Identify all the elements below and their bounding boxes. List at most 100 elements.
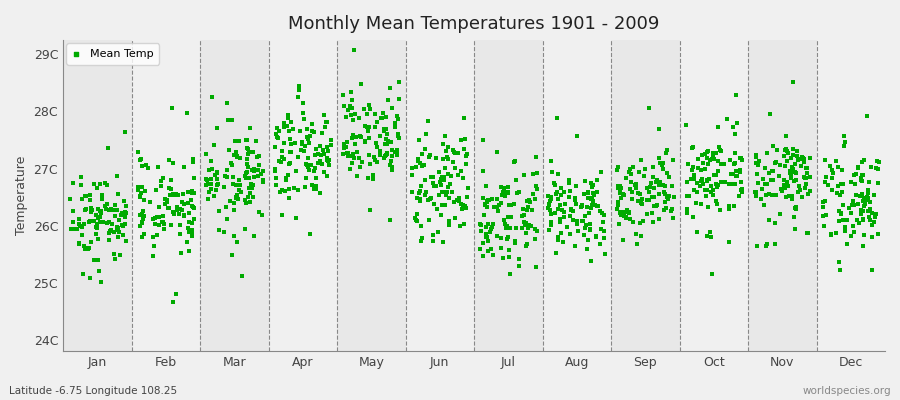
Point [871, 159, 886, 166]
Point [728, 130, 742, 137]
Point [622, 210, 636, 216]
Point [104, 221, 119, 227]
Point [277, 188, 292, 194]
Point [823, 163, 837, 169]
Point [857, 195, 871, 202]
Point [580, 195, 595, 201]
Point [654, 162, 669, 168]
Point [701, 176, 716, 182]
Point [436, 141, 450, 147]
Point [824, 232, 839, 238]
Point [570, 132, 584, 139]
Point [855, 178, 869, 184]
Point [729, 173, 743, 179]
Point [448, 150, 463, 156]
Point [299, 174, 313, 181]
Point [855, 159, 869, 165]
Point [526, 207, 540, 213]
Point [437, 164, 452, 171]
Point [166, 192, 180, 199]
Point [680, 179, 694, 185]
Point [238, 173, 252, 179]
Point [856, 172, 870, 178]
Point [84, 205, 98, 212]
Point [392, 135, 407, 141]
Point [694, 167, 708, 173]
Point [151, 214, 166, 220]
Point [593, 240, 608, 247]
Point [686, 164, 700, 171]
Point [98, 180, 112, 186]
Point [137, 231, 151, 237]
Point [750, 170, 764, 177]
Point [528, 264, 543, 270]
Point [74, 182, 88, 188]
Point [611, 185, 625, 192]
Point [210, 176, 224, 182]
Point [629, 185, 643, 191]
Point [228, 138, 242, 144]
Point [714, 178, 728, 185]
Point [212, 181, 226, 187]
Point [658, 199, 672, 206]
Point [187, 174, 202, 181]
Point [573, 204, 588, 210]
Point [610, 199, 625, 205]
Point [181, 224, 195, 231]
Point [705, 156, 719, 162]
Point [500, 189, 515, 196]
Point [354, 81, 368, 87]
Point [633, 220, 647, 226]
Point [693, 201, 707, 207]
Point [390, 113, 404, 120]
Point [422, 154, 436, 160]
Point [562, 176, 577, 183]
Point [497, 185, 511, 191]
Point [161, 157, 176, 164]
Point [180, 110, 194, 116]
Point [363, 106, 377, 112]
Point [554, 202, 568, 208]
Point [227, 152, 241, 158]
Point [415, 163, 429, 170]
Point [252, 162, 266, 168]
Point [241, 193, 256, 200]
Point [785, 193, 799, 199]
Point [477, 212, 491, 218]
Point [358, 123, 373, 130]
Point [181, 200, 195, 206]
Point [92, 268, 106, 274]
Point [628, 231, 643, 237]
Point [706, 149, 720, 156]
Point [649, 179, 663, 185]
Point [320, 148, 335, 154]
Point [339, 114, 354, 120]
Point [714, 161, 728, 167]
Point [518, 222, 532, 228]
Point [617, 213, 632, 219]
Point [837, 143, 851, 149]
Point [240, 146, 255, 153]
Point [523, 199, 537, 205]
Point [76, 224, 90, 230]
Point [458, 203, 473, 209]
Point [230, 239, 244, 245]
Point [88, 224, 103, 230]
Point [367, 157, 382, 164]
Point [554, 185, 568, 191]
Point [598, 235, 612, 242]
Point [867, 218, 881, 225]
Point [788, 226, 803, 232]
Point [580, 190, 595, 196]
Point [660, 194, 674, 200]
Point [842, 204, 856, 211]
Point [568, 194, 582, 201]
Point [791, 157, 806, 163]
Point [706, 156, 721, 162]
Point [292, 83, 306, 90]
Point [500, 223, 515, 230]
Point [299, 161, 313, 167]
Point [578, 225, 592, 232]
Point [224, 252, 238, 258]
Point [115, 212, 130, 218]
